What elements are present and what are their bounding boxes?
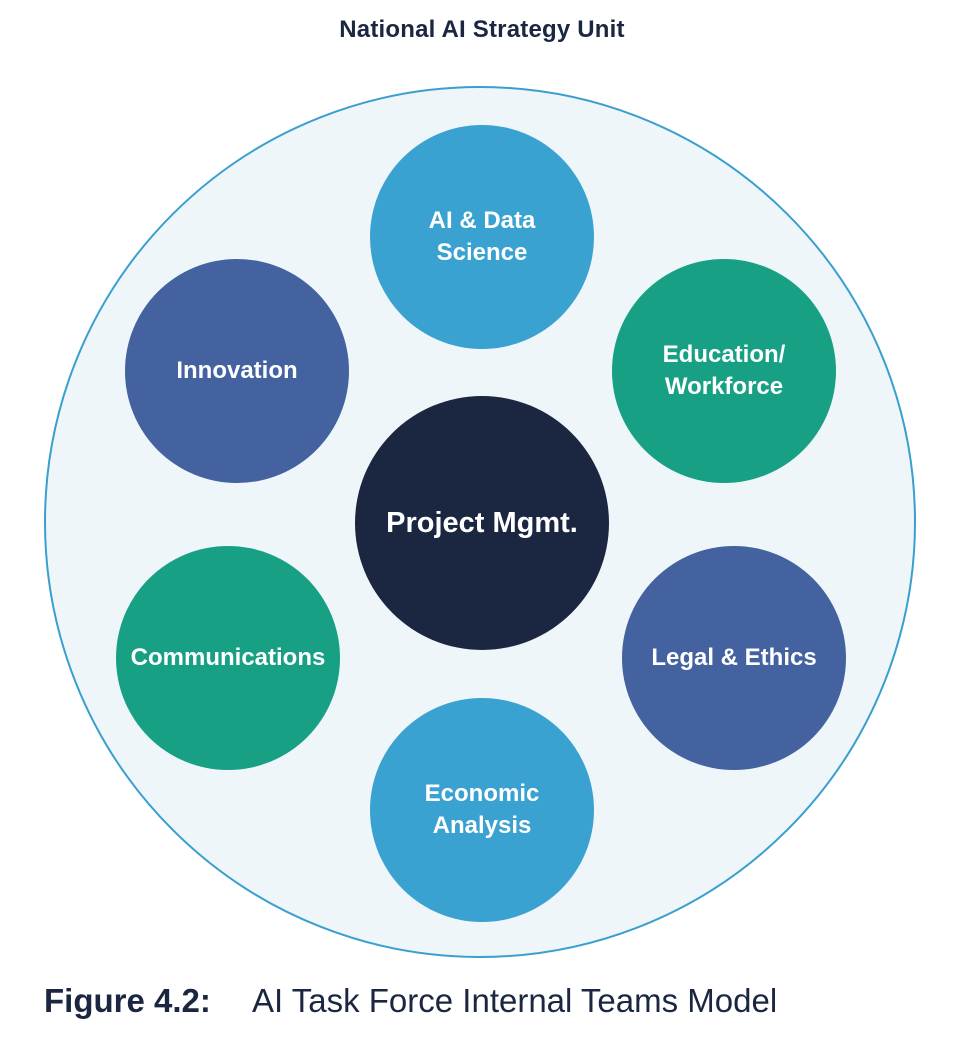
team-economic-analysis-label-line2: Analysis [432, 812, 532, 839]
figure-number: Figure 4.2: [44, 982, 211, 1019]
team-innovation-label: Innovation [176, 357, 298, 384]
team-ai-data-science: AI & Data Science [370, 125, 594, 349]
team-legal-ethics-label: Legal & Ethics [651, 644, 817, 671]
team-education-workforce-label-line2: Workforce [664, 373, 784, 400]
team-project-management-label: Project Mgmt. [386, 507, 578, 539]
team-innovation: Innovation [125, 259, 349, 483]
team-communications: Communications [116, 546, 340, 770]
team-project-management: Project Mgmt. [355, 396, 609, 650]
team-ai-data-science-label-line2: Science [436, 239, 528, 266]
team-legal-ethics: Legal & Ethics [622, 546, 846, 770]
unit-title: National AI Strategy Unit [339, 16, 625, 43]
team-education-workforce: Education/ Workforce [612, 259, 836, 483]
figure-caption: Figure 4.2: AI Task Force Internal Teams… [44, 978, 777, 1024]
team-communications-label: Communications [130, 644, 326, 671]
team-economic-analysis-label-line1: Economic [424, 780, 540, 807]
figure-title: AI Task Force Internal Teams Model [252, 982, 778, 1019]
team-education-workforce-label-line1: Education/ [662, 341, 786, 368]
team-economic-analysis: Economic Analysis [370, 698, 594, 922]
team-ai-data-science-label-line1: AI & Data [428, 207, 536, 234]
